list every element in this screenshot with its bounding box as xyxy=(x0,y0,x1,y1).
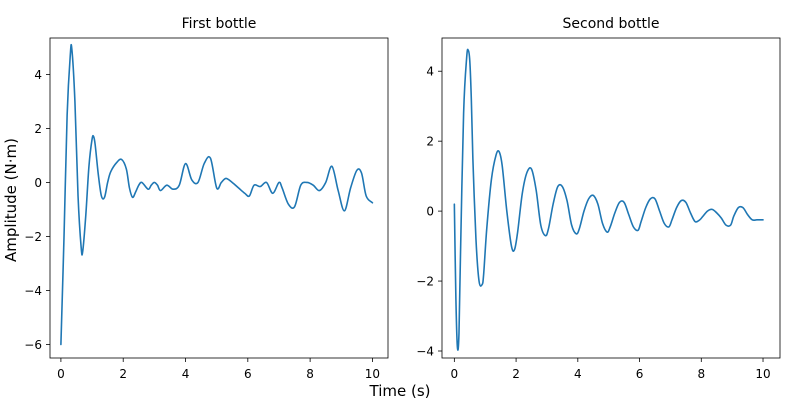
x-tick-label: 10 xyxy=(755,367,770,381)
y-tick-label: −2 xyxy=(416,275,434,289)
x-tick-label: 2 xyxy=(119,367,127,381)
subplot-first-bottle: First bottle 0 2 4 6 8 10 −6 −4 −2 0 2 4 xyxy=(24,16,389,381)
y-tick-label: −4 xyxy=(416,345,434,359)
y-tick-label: 2 xyxy=(34,122,42,136)
x-tick-label: 4 xyxy=(182,367,190,381)
y-tick-label: 0 xyxy=(34,176,42,190)
x-tick-label: 6 xyxy=(244,367,252,381)
x-tick-label: 0 xyxy=(451,367,459,381)
y-tick-label: −4 xyxy=(24,284,42,298)
x-tick-label: 8 xyxy=(306,367,314,381)
series-line xyxy=(453,48,764,351)
axes-frame xyxy=(49,37,389,359)
y-tick-label: −6 xyxy=(24,338,42,352)
y-tick-label: 0 xyxy=(426,205,434,219)
tick-layer: 0 2 4 6 8 10 −6 −4 −2 0 2 4 xyxy=(24,68,380,381)
y-tick-label: −2 xyxy=(24,230,42,244)
axes-frame xyxy=(441,37,781,359)
x-tick-label: 10 xyxy=(365,367,380,381)
x-tick-label: 0 xyxy=(57,367,65,381)
tick-layer: 0 2 4 6 8 10 −4 −2 0 2 4 xyxy=(416,65,770,381)
figure-xlabel: Time (s) xyxy=(369,382,431,400)
y-tick-label: 4 xyxy=(426,65,434,79)
subplot-title: Second bottle xyxy=(563,16,660,32)
x-tick-label: 4 xyxy=(574,367,582,381)
figure-ylabel: Amplitude (N·m) xyxy=(2,138,20,262)
x-tick-label: 8 xyxy=(697,367,705,381)
x-tick-label: 6 xyxy=(636,367,644,381)
y-tick-label: 2 xyxy=(426,135,434,149)
subplot-title: First bottle xyxy=(182,16,257,32)
y-tick-label: 4 xyxy=(34,68,42,82)
x-tick-label: 2 xyxy=(512,367,520,381)
subplot-second-bottle: Second bottle 0 2 4 6 8 10 −4 −2 0 2 4 xyxy=(416,16,781,381)
series-line xyxy=(60,43,374,346)
